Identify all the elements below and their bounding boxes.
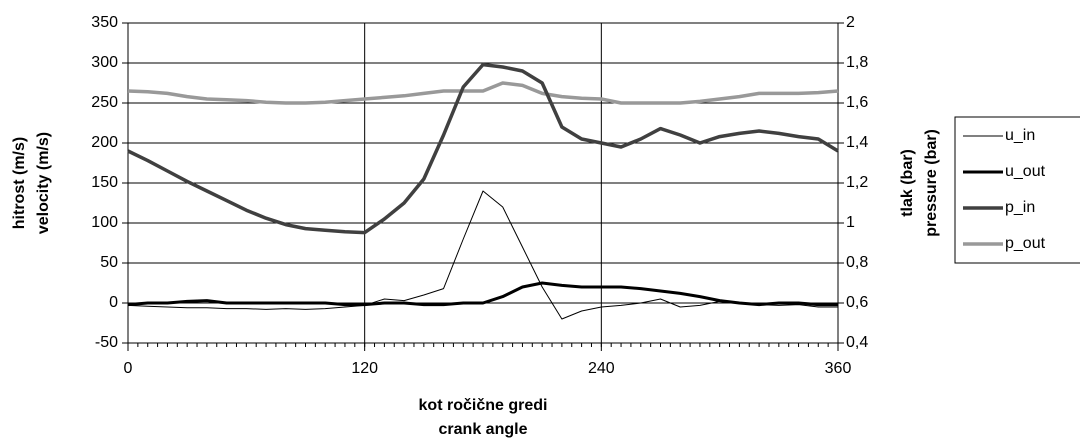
y2-tick-label: 1,4 [846,134,868,151]
y2-tick-label: 0,4 [846,334,868,351]
y2-tick-label: 2 [846,14,855,31]
x-tick-label: 0 [124,360,133,377]
y-label: hitrost (m/s) [11,137,28,229]
x-label: crank angle [439,421,528,438]
y-tick-label: 0 [109,294,118,311]
x-tick-label: 240 [588,360,615,377]
y-label: velocity (m/s) [35,132,52,234]
y-tick-label: 350 [91,14,118,31]
series-line [127,81,839,105]
legend-label: p_out [1005,235,1046,252]
y-tick-label: 50 [100,254,118,271]
y2-tick-label: 1 [846,214,855,231]
y2-tick-label: 0,8 [846,254,868,271]
plot-frame [127,22,839,344]
y2-tick-label: 1,6 [846,94,868,111]
legend-box [954,116,1080,264]
y-tick-label: 150 [91,174,118,191]
legend-label: u_in [1005,127,1035,144]
y2-tick-label: 1,2 [846,174,868,191]
legend-label: p_in [1005,199,1035,216]
y-tick-label: 250 [91,94,118,111]
series-line [127,190,838,320]
series-line [127,281,838,307]
y-tick-label: 300 [91,54,118,71]
y-tick-label: -50 [95,334,118,351]
y2-label: pressure (bar) [923,129,940,237]
y-tick-label: 200 [91,134,118,151]
series-line [127,62,839,235]
x-tick-label: 360 [825,360,852,377]
y2-tick-label: 0,6 [846,294,868,311]
y2-tick-label: 1,8 [846,54,868,71]
y2-label: tlak (bar) [899,149,916,217]
x-tick-label: 120 [351,360,378,377]
x-label: kot ročične gredi [419,397,548,414]
y-tick-label: 100 [91,214,118,231]
legend-label: u_out [1005,163,1046,180]
